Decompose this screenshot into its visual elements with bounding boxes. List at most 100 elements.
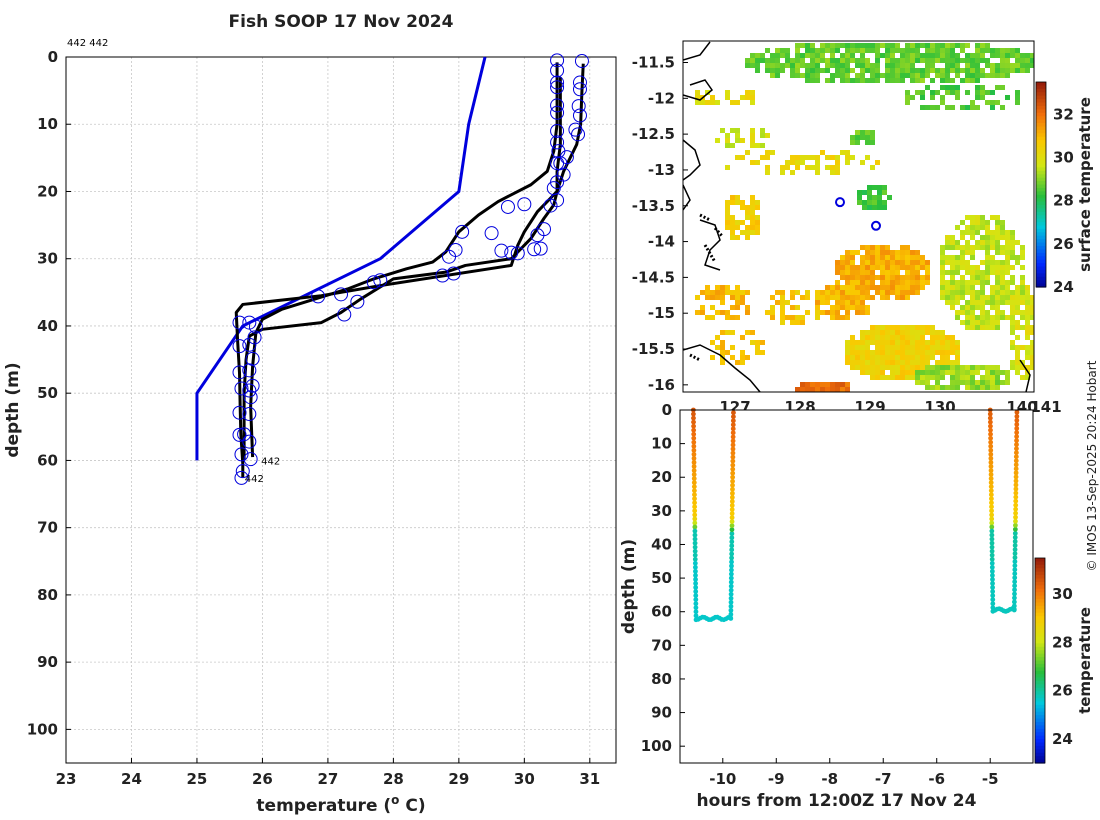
sst-pixel bbox=[905, 285, 910, 290]
sst-pixel bbox=[740, 290, 745, 295]
sst-pixel bbox=[895, 365, 900, 370]
sst-pixel bbox=[835, 58, 840, 63]
sst-pixel bbox=[850, 58, 855, 63]
sst-pixel bbox=[725, 310, 730, 315]
sst-pixel bbox=[880, 43, 885, 48]
sst-pixel bbox=[890, 78, 895, 83]
data-point-marker bbox=[572, 82, 587, 97]
sst-pixel bbox=[970, 385, 975, 390]
sst-pixel bbox=[710, 295, 715, 300]
section-colorbar-segment bbox=[1035, 581, 1045, 586]
sst-pixel bbox=[830, 310, 835, 315]
sst-pixel bbox=[845, 290, 850, 295]
sst-pixel bbox=[875, 365, 880, 370]
section-point bbox=[692, 508, 698, 514]
sst-pixel bbox=[885, 63, 890, 68]
sst-pixel bbox=[765, 165, 770, 170]
sst-pixel bbox=[865, 275, 870, 280]
section-point bbox=[729, 515, 735, 520]
sst-pixel bbox=[1025, 320, 1030, 325]
section-colorbar-segment bbox=[1035, 564, 1045, 569]
sst-pixel bbox=[725, 205, 730, 210]
section-point bbox=[692, 556, 698, 562]
sst-pixel bbox=[980, 380, 985, 385]
sst-pixel bbox=[880, 295, 885, 300]
section-point bbox=[989, 568, 995, 574]
sst-pixel bbox=[745, 205, 750, 210]
sst-pixel bbox=[810, 63, 815, 68]
sst-pixel bbox=[1020, 245, 1025, 250]
sst-pixel bbox=[945, 295, 950, 300]
sst-pixel bbox=[835, 285, 840, 290]
sst-pixel bbox=[980, 220, 985, 225]
sst-pixel bbox=[850, 360, 855, 365]
sst-pixel bbox=[872, 205, 877, 210]
section-point bbox=[1012, 535, 1018, 540]
sst-pixel bbox=[867, 205, 872, 210]
sst-pixel bbox=[855, 340, 860, 345]
sst-pixel bbox=[790, 315, 795, 320]
section-point bbox=[730, 418, 736, 424]
section-colorbar-segment bbox=[1035, 629, 1045, 634]
sst-pixel bbox=[815, 382, 820, 387]
sst-pixel bbox=[970, 220, 975, 225]
sst-pixel bbox=[1000, 370, 1005, 375]
section-point bbox=[989, 524, 995, 530]
section-point bbox=[692, 544, 698, 550]
sst-pixel bbox=[990, 325, 995, 330]
sst-pixel bbox=[990, 235, 995, 240]
sst-pixel bbox=[1020, 365, 1025, 370]
sst-pixel bbox=[955, 270, 960, 275]
section-colorbar-segment bbox=[1035, 670, 1045, 675]
sst-pixel bbox=[985, 320, 990, 325]
sst-pixel bbox=[840, 68, 845, 73]
sst-pixel bbox=[960, 105, 965, 110]
sst-pixel bbox=[980, 58, 985, 63]
sst-pixel bbox=[965, 43, 970, 48]
sst-pixel bbox=[910, 360, 915, 365]
sst-pixel bbox=[900, 345, 905, 350]
sst-pixel bbox=[855, 58, 860, 63]
sst-pixel bbox=[980, 325, 985, 330]
section-y-tick-label: 10 bbox=[651, 435, 672, 453]
sst-pixel bbox=[985, 255, 990, 260]
data-point-marker bbox=[243, 390, 258, 405]
section-y-tick-label: 80 bbox=[651, 670, 672, 688]
sst-pixel bbox=[925, 365, 930, 370]
sst-pixel bbox=[990, 365, 995, 370]
colorbar-segment bbox=[1036, 273, 1046, 278]
sst-pixel bbox=[895, 270, 900, 275]
data-point-marker bbox=[237, 427, 252, 442]
section-point bbox=[691, 423, 696, 429]
section-colorbar-tick-label: 30 bbox=[1052, 585, 1073, 603]
sst-pixel bbox=[965, 63, 970, 68]
sst-pixel bbox=[905, 330, 910, 335]
colorbar-segment bbox=[1036, 112, 1046, 117]
sst-pixel bbox=[950, 380, 955, 385]
section-point bbox=[692, 536, 698, 542]
sst-pixel bbox=[965, 325, 970, 330]
sst-pixel bbox=[830, 392, 835, 397]
sst-pixel bbox=[835, 260, 840, 265]
sst-pixel bbox=[725, 138, 730, 143]
sst-pixel bbox=[885, 355, 890, 360]
section-colorbar-segment bbox=[1035, 684, 1045, 689]
sst-pixel bbox=[1010, 250, 1015, 255]
sst-pixel bbox=[815, 295, 820, 300]
sst-pixel bbox=[730, 220, 735, 225]
sst-pixel bbox=[900, 53, 905, 58]
sst-pixel bbox=[820, 290, 825, 295]
sst-pixel bbox=[830, 285, 835, 290]
sst-pixel bbox=[1010, 240, 1015, 245]
section-point bbox=[728, 599, 734, 605]
sst-pixel bbox=[810, 48, 815, 53]
data-point-marker bbox=[550, 156, 565, 171]
sst-pixel bbox=[955, 290, 960, 295]
sst-pixel bbox=[980, 320, 985, 325]
sst-pixel bbox=[870, 360, 875, 365]
sst-pixel bbox=[980, 245, 985, 250]
x-tick-label: 27 bbox=[317, 770, 338, 788]
sst-pixel bbox=[815, 392, 820, 397]
sst-pixel bbox=[995, 285, 1000, 290]
sst-pixel bbox=[695, 310, 700, 315]
